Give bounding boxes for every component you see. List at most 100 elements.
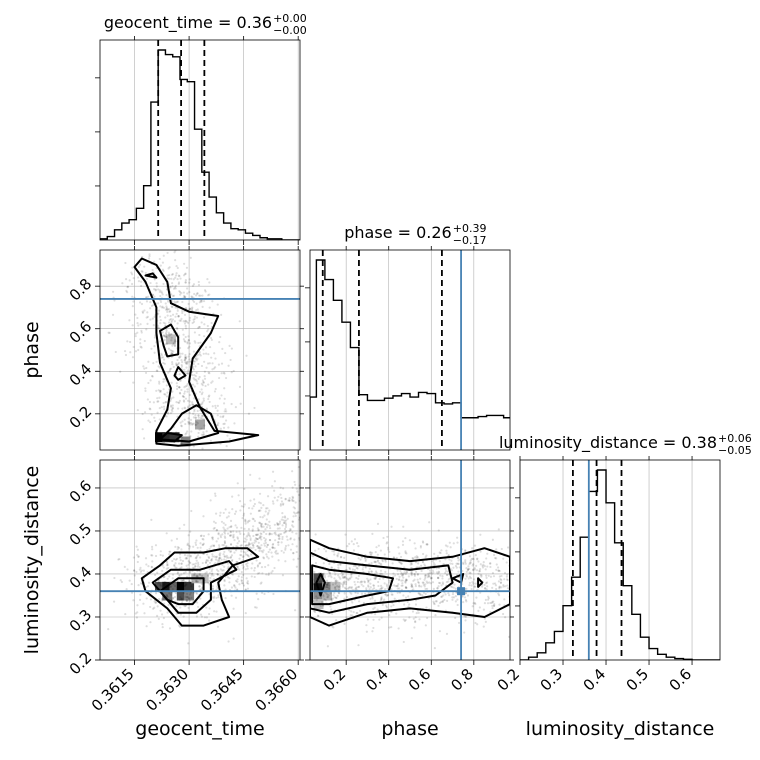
sample-point	[154, 554, 158, 558]
sample-point	[168, 575, 171, 578]
contour-line	[173, 366, 187, 381]
sample-point	[169, 367, 173, 370]
sample-point	[440, 584, 443, 587]
sample-point	[428, 521, 431, 524]
sample-point	[223, 397, 226, 400]
sample-point	[301, 536, 303, 538]
sample-point	[236, 536, 239, 539]
sample-point	[243, 540, 246, 543]
histogram-step	[520, 469, 720, 660]
sample-point	[217, 533, 220, 536]
sample-point	[198, 301, 201, 304]
sample-point	[184, 324, 187, 328]
sample-point	[218, 560, 221, 563]
sample-point	[468, 584, 471, 587]
sample-point	[186, 406, 190, 409]
sample-point	[205, 560, 208, 563]
sample-point	[400, 562, 403, 565]
sample-point	[142, 602, 145, 605]
sample-point	[165, 305, 168, 308]
sample-point	[341, 573, 345, 576]
sample-point	[190, 309, 194, 312]
sample-point	[354, 588, 357, 591]
sample-point	[306, 604, 308, 606]
sample-point	[260, 538, 263, 541]
sample-point	[168, 285, 172, 288]
sample-point	[216, 409, 219, 412]
sample-point	[463, 615, 466, 618]
sample-point	[185, 599, 188, 603]
sample-point	[437, 581, 441, 584]
sample-point	[198, 333, 201, 337]
sample-point	[492, 575, 496, 578]
sample-point	[452, 586, 455, 589]
sample-point	[466, 594, 470, 597]
sample-point	[426, 616, 429, 620]
sample-point	[394, 574, 397, 577]
density-cell	[322, 581, 333, 592]
sample-point	[268, 548, 271, 551]
sample-point	[293, 609, 297, 612]
sample-point	[229, 358, 232, 362]
sample-point	[169, 411, 173, 415]
sample-point	[385, 583, 388, 586]
sample-point	[188, 319, 191, 322]
sample-point	[392, 572, 395, 575]
sample-point	[291, 580, 293, 582]
sample-point	[218, 557, 221, 560]
sample-point	[335, 580, 338, 583]
sample-point	[163, 338, 166, 342]
sample-point	[184, 361, 187, 364]
sample-point	[154, 601, 157, 604]
sample-point	[166, 564, 169, 567]
sample-point	[464, 577, 467, 580]
sample-point	[246, 582, 250, 585]
sample-point	[219, 453, 221, 455]
sample-point	[215, 596, 218, 600]
sample-point	[228, 577, 231, 580]
sample-point	[186, 554, 189, 557]
sample-point	[187, 335, 190, 338]
sample-point	[285, 535, 288, 538]
sample-point	[164, 580, 167, 584]
sample-point	[241, 581, 244, 585]
sample-point	[203, 370, 206, 373]
sample-point	[317, 500, 319, 502]
sample-point	[190, 585, 193, 588]
sample-point	[295, 561, 297, 563]
sample-point	[260, 532, 263, 536]
sample-point	[166, 562, 169, 565]
sample-point	[436, 576, 440, 579]
sample-point	[128, 579, 131, 582]
sample-point	[210, 559, 213, 562]
sample-point	[197, 280, 200, 284]
sample-point	[241, 564, 244, 567]
sample-point	[277, 495, 280, 498]
sample-point	[160, 599, 163, 602]
sample-point	[255, 559, 258, 562]
sample-point	[250, 567, 253, 570]
sample-point	[161, 356, 165, 359]
sample-point	[153, 345, 156, 348]
sample-point	[159, 319, 162, 322]
sample-point	[145, 597, 148, 600]
sample-point	[378, 573, 381, 576]
sample-point	[212, 527, 215, 530]
sample-point	[245, 538, 248, 541]
sample-point	[184, 571, 187, 574]
sample-point	[399, 561, 402, 564]
sample-point	[183, 392, 186, 395]
sample-point	[298, 493, 300, 497]
sample-point	[348, 542, 351, 546]
sample-point	[265, 573, 268, 576]
sample-point	[162, 254, 165, 257]
sample-point	[437, 571, 441, 574]
sample-point	[417, 562, 420, 565]
sample-point	[515, 580, 517, 582]
sample-point	[240, 579, 243, 582]
sample-point	[185, 599, 188, 602]
axes-frame	[99, 39, 301, 241]
sample-point	[330, 608, 333, 611]
sample-point	[412, 588, 415, 591]
sample-point	[160, 356, 163, 359]
